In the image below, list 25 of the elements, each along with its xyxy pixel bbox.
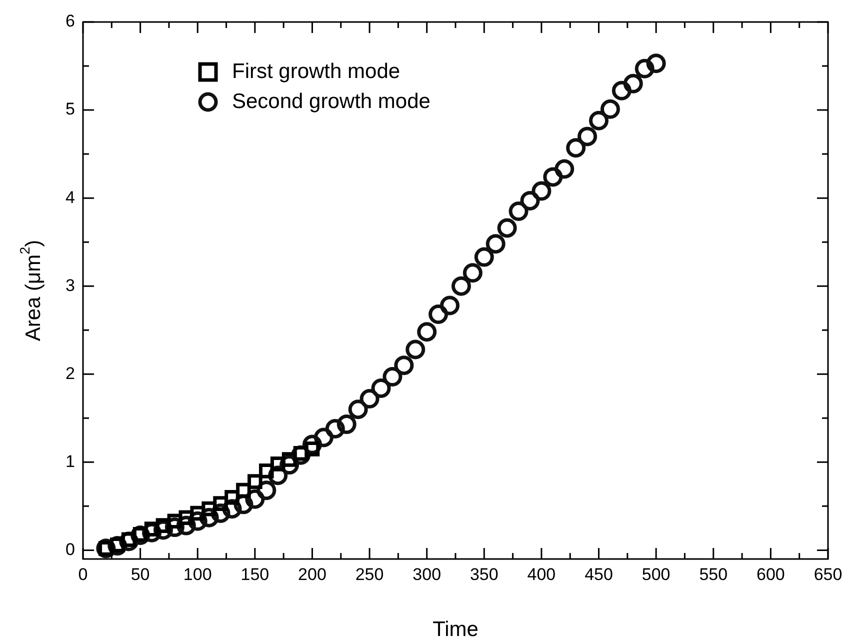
x-tick-label: 100 <box>183 565 212 584</box>
x-tick-label: 550 <box>699 565 728 584</box>
x-tick-label: 0 <box>78 565 88 584</box>
x-tick-label: 50 <box>130 565 150 584</box>
x-tick-label: 150 <box>240 565 270 584</box>
x-axis-title: Time <box>432 618 478 641</box>
y-axis-title: Area (μm2) <box>17 240 45 342</box>
x-tick-label: 250 <box>355 565 384 584</box>
x-tick-label: 450 <box>584 565 613 584</box>
x-tick-label: 400 <box>527 565 556 584</box>
x-tick-label: 650 <box>814 565 842 584</box>
y-tick-label: 4 <box>66 188 75 207</box>
y-tick-label: 1 <box>66 452 75 471</box>
x-tick-label: 500 <box>642 565 670 584</box>
legend-label: Second growth mode <box>232 90 430 113</box>
y-tick-label: 6 <box>66 12 75 31</box>
y-tick-label: 2 <box>66 364 75 383</box>
x-tick-label: 300 <box>412 565 442 584</box>
x-tick-label: 350 <box>470 565 498 584</box>
y-tick-label: 5 <box>66 100 75 119</box>
y-tick-label: 3 <box>66 276 75 295</box>
legend-label: First growth mode <box>232 60 400 83</box>
x-tick-label: 600 <box>756 565 785 584</box>
y-tick-label: 0 <box>66 540 75 559</box>
x-tick-label: 200 <box>298 565 326 584</box>
